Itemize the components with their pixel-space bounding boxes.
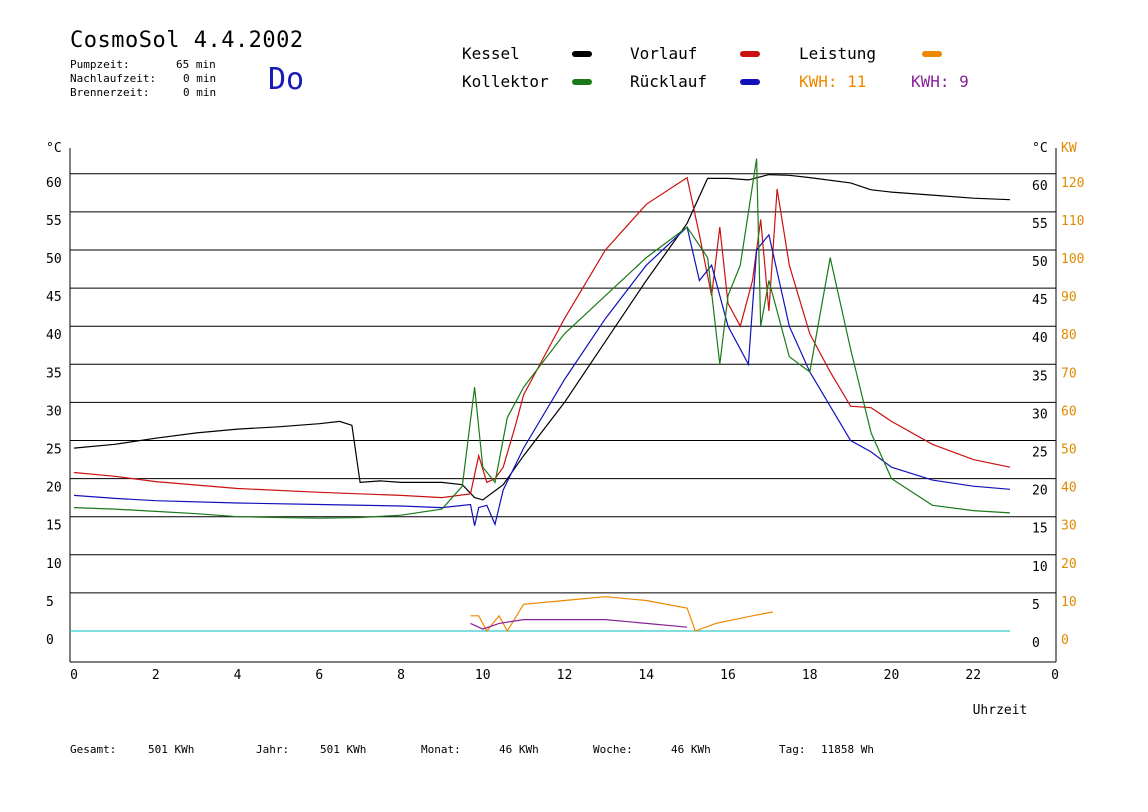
y-tick-label-left: 60 [46,176,62,191]
y-tick-label-left: 50 [46,252,62,267]
series-line-leistung [470,596,774,633]
y-tick-label-right: 30 [1032,407,1048,422]
y-tick-label-right: 5 [1032,598,1040,613]
y-tick-label-right: 35 [1032,369,1048,384]
x-tick-label: 0 [1051,668,1059,683]
y-tick-label-left: 30 [46,404,62,419]
legend-kwh-2: KWH: 9 [911,72,969,91]
x-tick-label: 6 [315,668,323,683]
brenner-value: 0 min [183,86,217,99]
x-tick-label: 16 [720,668,736,683]
y-tick-label-left: 20 [46,481,62,496]
footer-tag-value: 11858 Wh [821,743,874,756]
y2-tick-label: 110 [1061,214,1084,229]
y2-tick-label: 0 [1061,633,1069,648]
series-line-r-cklauf [73,225,1011,527]
legend-leistung-swatch [922,51,942,57]
footer-jahr-value: 501 KWh [320,743,367,756]
pump-value: 65 min [176,58,216,71]
y-tick-label-left: 5 [46,595,54,610]
y-tick-label-left: 25 [46,443,62,458]
y-tick-label-right: 55 [1032,217,1048,232]
y-axis-unit-right: °C [1032,141,1048,156]
y2-tick-label: 80 [1061,328,1077,343]
y2-tick-label: 50 [1061,443,1077,458]
x-axis-label: Uhrzeit [973,703,1028,718]
footer-monat-value: 46 KWh [499,743,539,756]
y2-tick-label: 40 [1061,481,1077,496]
x-tick-label: 22 [965,668,981,683]
legend-kessel-swatch [572,51,592,57]
footer-gesamt-label: Gesamt: [70,743,117,756]
y2-tick-label: 60 [1061,404,1077,419]
x-tick-label: 14 [638,668,654,683]
series-line-kwh-9 [470,618,688,630]
y2-tick-label: 10 [1061,595,1077,610]
y-tick-label-right: 20 [1032,484,1048,499]
nachlauf-value: 0 min [183,72,217,85]
y2-tick-label: 30 [1061,519,1077,534]
legend-vorlauf-swatch [740,51,760,57]
y-tick-label-left: 15 [46,519,62,534]
x-tick-label: 4 [234,668,242,683]
series-line-kollektor [73,158,1011,519]
y2-axis-unit: KW [1061,141,1077,156]
y2-tick-label: 100 [1061,252,1084,267]
footer-tag-label: Tag: [779,743,806,756]
legend-kollektor-swatch [572,79,592,85]
legend-vorlauf: Vorlauf [630,44,698,63]
legend-ruecklauf-swatch [740,79,760,85]
x-tick-label: 12 [557,668,573,683]
footer-monat-label: Monat: [421,743,461,756]
legend-leistung: Leistung [799,44,877,63]
y-tick-label-right: 10 [1032,560,1048,575]
weekday-label: Do [268,62,305,97]
y-tick-label-right: 60 [1032,179,1048,194]
y-axis-unit-left: °C [46,141,62,156]
y-tick-label-right: 50 [1032,255,1048,270]
y-tick-label-right: 0 [1032,636,1040,651]
y-tick-label-left: 35 [46,366,62,381]
nachlauf-label: Nachlaufzeit: [70,72,157,85]
legend-kessel: Kessel [462,44,520,63]
legend-kollektor: Kollektor [462,72,549,91]
y-tick-label-left: 40 [46,328,62,343]
brenner-label: Brennerzeit: [70,86,150,99]
y-tick-label-left: 0 [46,633,54,648]
x-tick-label: 8 [397,668,405,683]
footer-woche-value: 46 KWh [671,743,711,756]
app-title: CosmoSol 4.4.2002 [70,28,304,53]
y-tick-label-right: 40 [1032,331,1048,346]
y-tick-label-right: 15 [1032,522,1048,537]
legend-kwh-1: KWH: 11 [799,72,867,91]
y2-tick-label: 90 [1061,290,1077,305]
footer-jahr-label: Jahr: [256,743,290,756]
x-tick-label: 2 [152,668,160,683]
y-tick-label-left: 55 [46,214,62,229]
y2-tick-label: 70 [1061,366,1077,381]
x-tick-label: 18 [802,668,818,683]
x-tick-label: 10 [475,668,491,683]
x-tick-label: 20 [884,668,900,683]
footer-woche-label: Woche: [593,743,633,756]
x-tick-label: 0 [70,668,78,683]
y2-tick-label: 20 [1061,557,1077,572]
y-tick-label-right: 25 [1032,446,1048,461]
y-tick-label-left: 45 [46,290,62,305]
y2-tick-label: 120 [1061,176,1084,191]
pump-label: Pumpzeit: [70,58,130,71]
legend-ruecklauf: Rücklauf [630,72,708,91]
y-tick-label-right: 45 [1032,293,1048,308]
footer-gesamt-value: 501 KWh [148,743,195,756]
y-tick-label-left: 10 [46,557,62,572]
series-line-vorlauf [73,176,1011,499]
